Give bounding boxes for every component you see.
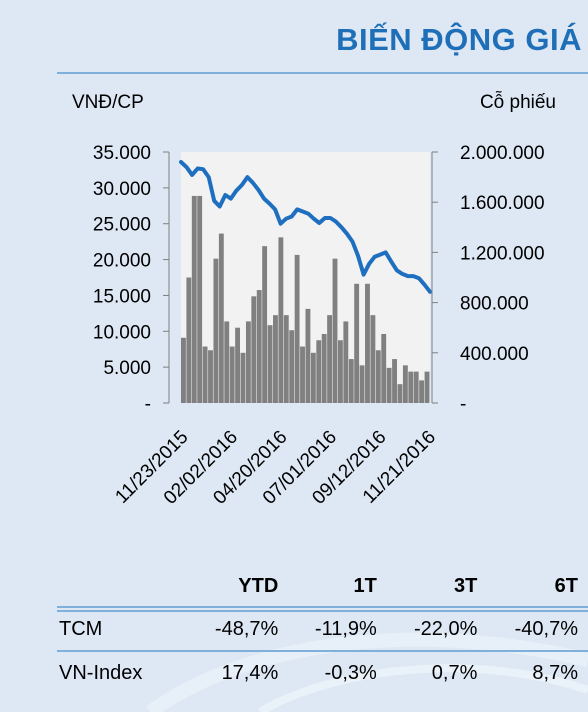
cell-3t: -22,0%	[386, 606, 488, 651]
right-axis-tick-label: 1.600.000	[460, 193, 545, 214]
right-axis-tick-label: 1.200.000	[460, 243, 545, 264]
left-axis-tick-label: 10.000	[93, 322, 151, 343]
col-header-3t: 3T	[454, 574, 478, 597]
volume-bar	[365, 283, 370, 403]
left-axis-tick-label: 20.000	[93, 251, 151, 272]
left-axis-tick-label: -	[145, 394, 151, 415]
volume-bar	[348, 359, 354, 403]
volume-bar	[316, 340, 322, 403]
right-axis-tick-label: 2.000.000	[460, 143, 545, 164]
volume-bar	[218, 233, 224, 403]
volume-bar	[343, 321, 349, 403]
volume-bar	[305, 308, 311, 403]
volume-bar	[197, 195, 203, 403]
price-line	[179, 160, 432, 294]
performance-header-row: YTD 1T 3T 6T	[57, 566, 588, 607]
volume-bar	[413, 371, 419, 403]
volume-bar	[213, 258, 219, 403]
volume-bar	[191, 195, 197, 403]
price-unit-label: VNĐ/CP	[72, 92, 144, 113]
cell-6t: -40,7%	[487, 606, 588, 651]
cell-ytd: 17,4%	[187, 650, 289, 694]
volume-bar	[289, 330, 295, 403]
volume-bar	[208, 350, 213, 403]
volume-bar	[229, 346, 235, 403]
volume-bar	[408, 371, 414, 403]
volume-bar	[310, 352, 316, 403]
volume-bar	[337, 340, 343, 403]
volume-bar	[359, 365, 365, 403]
volume-bar	[397, 384, 403, 403]
volume-bar	[181, 337, 186, 403]
table-row: VN-Index 17,4% -0,3% 0,7% 8,7%	[57, 650, 588, 694]
cell-1t: -0,3%	[288, 650, 387, 694]
title-divider	[57, 72, 588, 74]
right-axis-tick-label: -	[460, 394, 466, 415]
volume-bar	[370, 315, 376, 403]
col-header-6t: 6T	[554, 574, 578, 597]
row-name: TCM	[57, 606, 188, 651]
volume-bar	[224, 321, 230, 403]
volume-bar	[386, 367, 392, 403]
volume-bar	[245, 321, 251, 403]
volume-bar	[392, 359, 397, 403]
volume-bar	[424, 371, 430, 403]
left-axis-tick-label: 25.000	[93, 215, 151, 236]
performance-table: YTD 1T 3T 6T TCM -48,7% -11,9% -22,0% -4…	[57, 566, 588, 694]
col-header-ytd: YTD	[238, 574, 279, 597]
volume-bar	[354, 283, 360, 403]
volume-bar	[267, 325, 273, 403]
col-header-1t: 1T	[353, 574, 377, 597]
cell-ytd: -48,7%	[187, 606, 289, 651]
volume-bar	[273, 315, 278, 403]
volume-bar	[278, 237, 284, 403]
volume-bar	[251, 296, 257, 403]
volume-bar	[332, 258, 338, 403]
volume-bar	[419, 380, 425, 403]
left-axis-tick-label: 35.000	[93, 143, 151, 164]
row-label-header	[57, 566, 188, 607]
volume-bar	[283, 315, 289, 403]
row-name: VN-Index	[57, 650, 188, 694]
cell-6t: 8,7%	[487, 650, 588, 694]
volume-bar	[202, 346, 208, 403]
volume-bar	[375, 350, 381, 403]
volume-bar	[186, 277, 192, 403]
volume-bar	[256, 290, 262, 403]
volume-bar	[294, 254, 300, 403]
table-row: TCM -48,7% -11,9% -22,0% -40,7%	[57, 606, 588, 651]
page-title: BIẾN ĐỘNG GIÁ	[336, 22, 582, 57]
volume-bar	[381, 333, 387, 403]
left-axis-tick-label: 5.000	[103, 358, 151, 379]
right-axis-tick-label: 400.000	[460, 344, 529, 365]
cell-3t: 0,7%	[386, 650, 488, 694]
left-axis-tick-label: 30.000	[93, 179, 151, 200]
left-axis-tick-label: 15.000	[93, 286, 151, 307]
volume-bar	[235, 327, 241, 403]
volume-bar	[300, 346, 305, 403]
volume-bar	[262, 246, 268, 403]
cell-1t: -11,9%	[288, 606, 387, 651]
volume-bar	[402, 365, 408, 403]
volume-bar	[327, 315, 333, 403]
volume-bar	[321, 333, 327, 403]
volume-unit-label: Cỗ phiếu	[479, 92, 556, 113]
right-axis-tick-label: 800.000	[460, 294, 529, 315]
volume-bar	[240, 352, 246, 403]
